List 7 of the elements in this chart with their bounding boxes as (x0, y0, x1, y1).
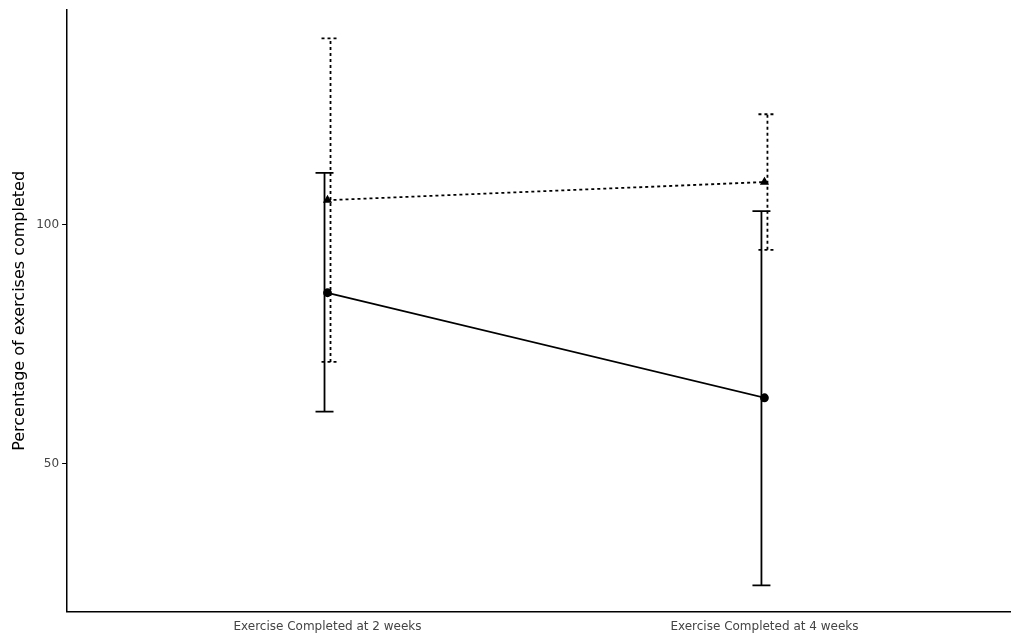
point (323, 288, 332, 298)
point (760, 393, 769, 403)
x-tick-label: Exercise Completed at 2 weeks (233, 618, 422, 633)
y-tick-label: 100 (36, 217, 60, 232)
y-axis-title: Percentage of exercises completed (8, 170, 28, 451)
x-tick-label: Exercise Completed at 4 weeks (670, 618, 859, 633)
y-tick-label: 50 (43, 455, 60, 470)
